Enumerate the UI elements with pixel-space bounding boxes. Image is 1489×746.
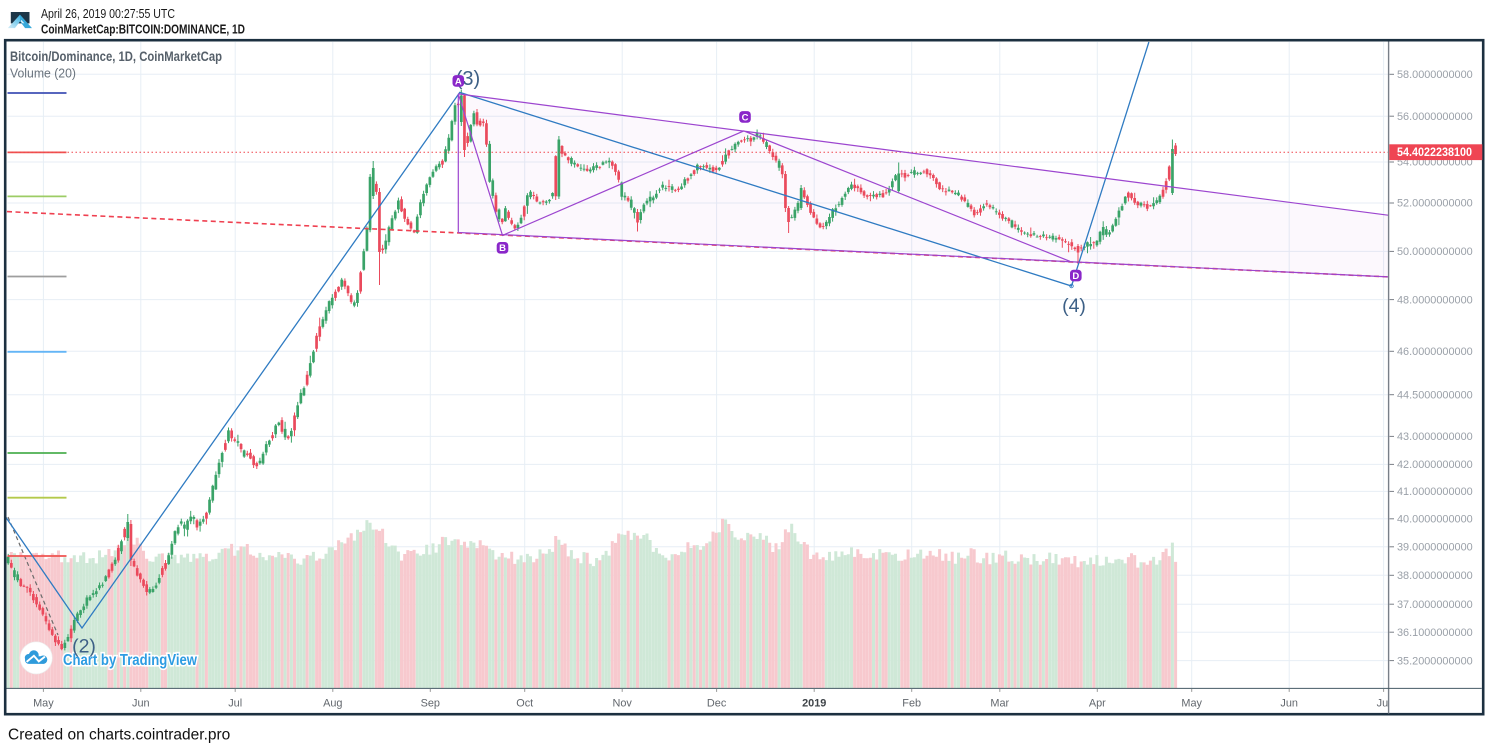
svg-text:(4): (4) [1062, 295, 1086, 317]
svg-text:Jun: Jun [1280, 697, 1298, 709]
svg-text:CoinMarketCap:BITCOIN:DOMINANC: CoinMarketCap:BITCOIN:DOMINANCE, 1D [41, 23, 245, 37]
svg-text:April 26, 2019 00:27:55 UTC: April 26, 2019 00:27:55 UTC [41, 7, 175, 21]
svg-text:A: A [455, 76, 462, 87]
svg-text:37.0000000000: 37.0000000000 [1397, 599, 1473, 611]
svg-text:Nov: Nov [613, 697, 633, 709]
svg-text:Bitcoin/Dominance, 1D, CoinMar: Bitcoin/Dominance, 1D, CoinMarketCap [10, 49, 222, 64]
svg-text:52.0000000000: 52.0000000000 [1397, 198, 1473, 210]
svg-text:Volume (20): Volume (20) [10, 67, 76, 81]
svg-text:Mar: Mar [990, 697, 1009, 709]
svg-text:May: May [33, 697, 54, 709]
svg-text:36.1000000000: 36.1000000000 [1397, 627, 1473, 639]
svg-text:48.0000000000: 48.0000000000 [1397, 294, 1473, 306]
svg-text:54.4022238100: 54.4022238100 [1397, 146, 1472, 159]
svg-text:Sep: Sep [421, 697, 440, 709]
svg-text:44.5000000000: 44.5000000000 [1397, 389, 1473, 401]
svg-text:D: D [1072, 271, 1079, 282]
svg-text:Feb: Feb [902, 697, 921, 709]
svg-text:Oct: Oct [516, 697, 533, 709]
svg-text:35.2000000000: 35.2000000000 [1397, 655, 1473, 667]
svg-text:2019: 2019 [802, 697, 826, 709]
svg-text:Chart by TradingView: Chart by TradingView [63, 652, 198, 669]
svg-text:56.0000000000: 56.0000000000 [1397, 111, 1473, 123]
svg-text:Apr: Apr [1089, 697, 1106, 709]
svg-text:Created on charts.cointrader.p: Created on charts.cointrader.pro [8, 727, 230, 744]
svg-text:40.0000000000: 40.0000000000 [1397, 514, 1473, 526]
svg-text:Dec: Dec [707, 697, 727, 709]
svg-text:46.0000000000: 46.0000000000 [1397, 346, 1473, 358]
svg-text:C: C [742, 112, 749, 123]
svg-text:43.0000000000: 43.0000000000 [1397, 431, 1473, 443]
svg-text:B: B [499, 243, 506, 254]
svg-text:(2): (2) [72, 636, 96, 658]
svg-text:May: May [1181, 697, 1202, 709]
svg-text:38.0000000000: 38.0000000000 [1397, 570, 1473, 582]
svg-text:Jun: Jun [132, 697, 150, 709]
svg-text:Jul: Jul [1377, 697, 1391, 709]
svg-text:58.0000000000: 58.0000000000 [1397, 69, 1473, 81]
svg-text:Jul: Jul [228, 697, 242, 709]
svg-text:50.0000000000: 50.0000000000 [1397, 246, 1473, 258]
svg-text:Aug: Aug [323, 697, 342, 709]
svg-text:39.0000000000: 39.0000000000 [1397, 542, 1473, 554]
svg-text:42.0000000000: 42.0000000000 [1397, 459, 1473, 471]
svg-text:41.0000000000: 41.0000000000 [1397, 486, 1473, 498]
